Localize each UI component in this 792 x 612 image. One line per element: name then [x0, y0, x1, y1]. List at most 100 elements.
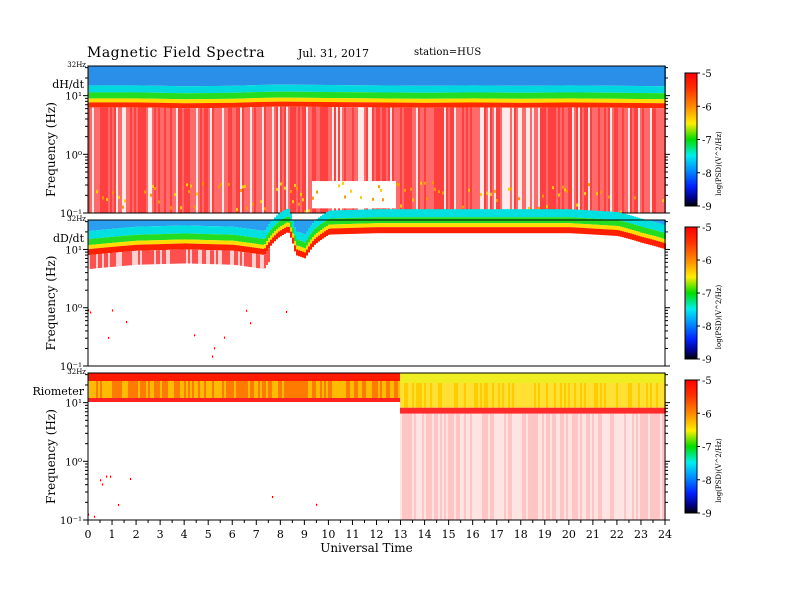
- spectral-band-red: [328, 373, 330, 381]
- spectral-band-red: [294, 397, 296, 402]
- spectral-band-green: [308, 91, 310, 98]
- spectral-band-red: [262, 101, 264, 107]
- spectral-band-yellow: [652, 235, 654, 240]
- spectral-band-red: [396, 102, 398, 108]
- spectral-band-yellow: [252, 98, 254, 103]
- spectral-body: [432, 107, 434, 213]
- spectral-band-yellow: [452, 223, 454, 228]
- spectral-band-red: [174, 397, 176, 402]
- spectral-band-orange: [454, 383, 456, 408]
- spectral-band-yellow: [200, 99, 202, 104]
- spectral-band-blue: [102, 220, 104, 230]
- spectral-band-orange: [404, 383, 406, 408]
- spectral-band-red: [642, 237, 644, 244]
- spectral-band-green: [614, 92, 616, 99]
- spectral-band-blue: [444, 66, 446, 86]
- spectral-band-blue: [478, 66, 480, 86]
- spectral-band-green: [338, 92, 340, 99]
- spectral-body: [500, 413, 502, 520]
- spectral-band-blue: [178, 66, 180, 87]
- spectral-band-red: [124, 397, 126, 402]
- spectral-band-red: [460, 407, 462, 414]
- spectral-band-red: [560, 407, 562, 414]
- spectral-band-yellow: [336, 98, 338, 103]
- spectral-band-yellow: [546, 373, 548, 383]
- spectral-band-green: [160, 234, 162, 241]
- spectral-band-cyan: [322, 84, 324, 92]
- spectral-band-red: [216, 373, 218, 381]
- spectral-band-orange: [352, 381, 354, 398]
- quiet-region: [320, 181, 322, 209]
- spectral-band-red: [598, 228, 600, 235]
- spectral-band-cyan: [552, 85, 554, 93]
- spectral-body: [504, 107, 506, 213]
- spectral-body: [126, 107, 128, 213]
- spectral-band-cyan: [548, 209, 550, 218]
- spectral-band-red: [398, 373, 400, 381]
- spectral-band-red: [506, 227, 508, 234]
- spectral-band-yellow: [208, 99, 210, 104]
- spectral-band-yellow: [538, 98, 540, 103]
- spectral-band-orange: [530, 383, 532, 408]
- colorbar-tick-label: -6: [702, 256, 712, 267]
- spectral-band-red: [224, 102, 226, 108]
- spectral-band-green: [230, 92, 232, 99]
- spectral-band-blue: [378, 66, 380, 86]
- spectral-band-orange: [118, 381, 120, 398]
- spectral-band-red: [474, 227, 476, 234]
- spectral-band-red: [392, 397, 394, 402]
- spectral-band-green: [450, 92, 452, 99]
- spectral-band-red: [312, 373, 314, 381]
- spectral-band-yellow: [476, 98, 478, 103]
- spectral-body: [144, 250, 146, 265]
- spectral-band-green: [262, 91, 264, 98]
- spectral-band-red: [398, 397, 400, 402]
- spectral-band-red: [306, 373, 308, 381]
- spectral-band-blue: [336, 66, 338, 86]
- spectral-band-cyan: [334, 210, 336, 219]
- spectral-band-red: [130, 245, 132, 252]
- spectral-band-green: [138, 92, 140, 99]
- spectral-band-yellow: [638, 373, 640, 383]
- colorbar: [684, 226, 698, 360]
- spectral-band-orange: [258, 381, 260, 398]
- spectral-body: [558, 107, 560, 213]
- spectral-band-cyan: [104, 85, 106, 93]
- spectral-band-yellow: [558, 373, 560, 383]
- x-tick-label: 18: [514, 528, 528, 541]
- spectral-band-yellow: [352, 223, 354, 228]
- spectral-band-red: [312, 101, 314, 107]
- spectral-body: [544, 107, 546, 213]
- spectral-band-blue: [248, 66, 250, 86]
- spectral-band-cyan: [484, 85, 486, 93]
- spectral-body: [144, 107, 146, 213]
- spectral-band-cyan: [188, 86, 190, 94]
- spectral-band-orange: [144, 381, 146, 398]
- spectral-band-red: [204, 397, 206, 402]
- spectral-body: [412, 413, 414, 520]
- spectral-band-yellow: [142, 98, 144, 103]
- spectral-body: [250, 107, 252, 213]
- spectral-band-yellow: [224, 240, 226, 245]
- spectral-body: [320, 106, 322, 213]
- spectral-band-blue: [242, 220, 244, 229]
- spectral-band-blue: [614, 66, 616, 86]
- spectral-band-green: [458, 92, 460, 99]
- spectral-band-red: [542, 227, 544, 234]
- spectral-band-yellow: [272, 233, 274, 238]
- spectral-band-orange: [604, 383, 606, 408]
- spectral-band-orange: [472, 383, 474, 408]
- spectral-band-green: [200, 233, 202, 240]
- spectral-band-red: [378, 397, 380, 402]
- spectral-band-blue: [658, 220, 660, 224]
- spectral-body: [488, 107, 490, 213]
- spectral-band-blue: [178, 220, 180, 226]
- low-freq-speckle: [242, 185, 244, 189]
- spectral-band-red: [622, 102, 624, 108]
- spectral-band-cyan: [546, 209, 548, 218]
- spectral-band-cyan: [116, 85, 118, 93]
- spectral-band-yellow: [230, 98, 232, 103]
- spectral-band-red: [540, 407, 542, 414]
- spectral-band-cyan: [298, 84, 300, 92]
- spectral-band-cyan: [362, 85, 364, 93]
